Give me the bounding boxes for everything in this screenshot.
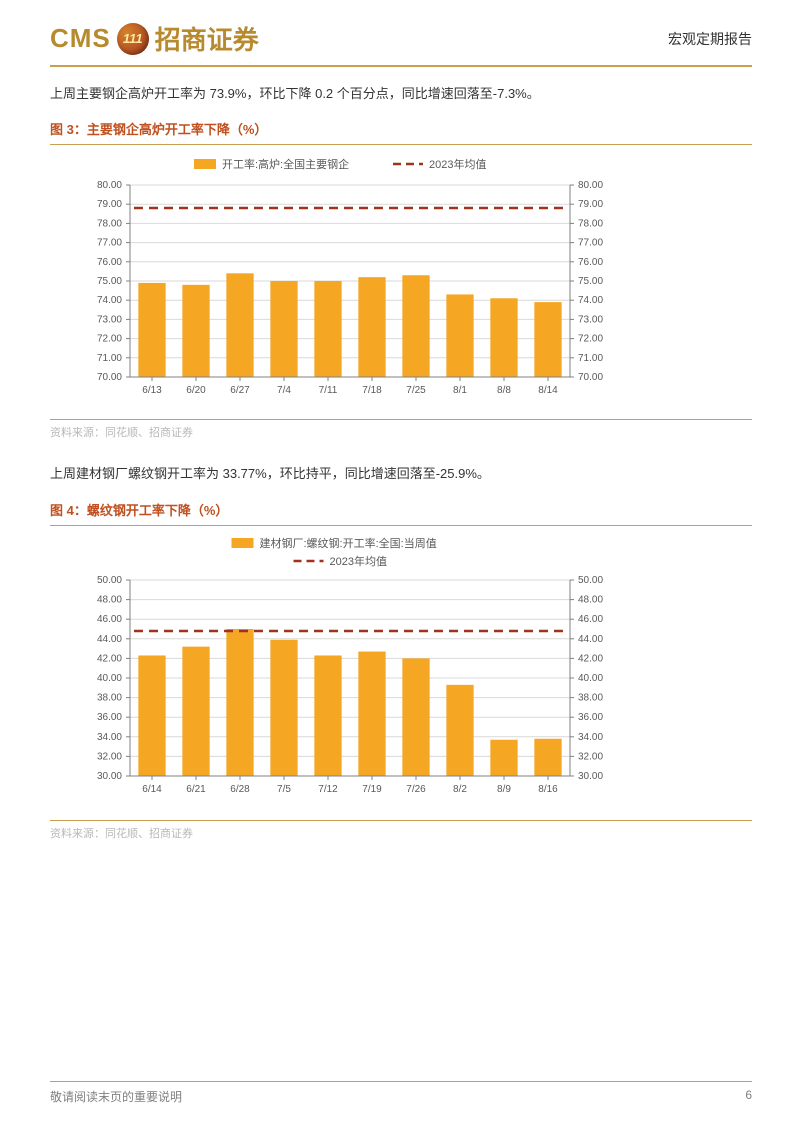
svg-text:30.00: 30.00 bbox=[97, 771, 122, 782]
svg-text:76.00: 76.00 bbox=[97, 257, 122, 268]
report-type: 宏观定期报告 bbox=[668, 29, 752, 49]
footer-divider bbox=[50, 1081, 752, 1082]
svg-text:78.00: 78.00 bbox=[578, 219, 603, 230]
svg-text:7/12: 7/12 bbox=[318, 784, 338, 795]
svg-text:80.00: 80.00 bbox=[97, 180, 122, 191]
svg-text:42.00: 42.00 bbox=[97, 653, 122, 664]
svg-text:6/27: 6/27 bbox=[230, 385, 250, 396]
svg-text:32.00: 32.00 bbox=[578, 751, 603, 762]
svg-text:36.00: 36.00 bbox=[578, 712, 603, 723]
svg-text:7/26: 7/26 bbox=[406, 784, 426, 795]
svg-text:75.00: 75.00 bbox=[97, 276, 122, 287]
svg-text:6/14: 6/14 bbox=[142, 784, 162, 795]
svg-text:80.00: 80.00 bbox=[578, 180, 603, 191]
svg-text:79.00: 79.00 bbox=[578, 200, 603, 211]
svg-text:79.00: 79.00 bbox=[97, 200, 122, 211]
svg-text:71.00: 71.00 bbox=[97, 353, 122, 364]
svg-text:7/19: 7/19 bbox=[362, 784, 382, 795]
svg-text:42.00: 42.00 bbox=[578, 653, 603, 664]
footer-disclaimer: 敬请阅读末页的重要说明 bbox=[50, 1088, 182, 1105]
svg-text:74.00: 74.00 bbox=[97, 296, 122, 307]
svg-text:72.00: 72.00 bbox=[578, 334, 603, 345]
svg-text:38.00: 38.00 bbox=[578, 692, 603, 703]
svg-text:50.00: 50.00 bbox=[97, 575, 122, 586]
svg-text:44.00: 44.00 bbox=[578, 634, 603, 645]
svg-text:73.00: 73.00 bbox=[97, 315, 122, 326]
svg-text:72.00: 72.00 bbox=[97, 334, 122, 345]
svg-text:77.00: 77.00 bbox=[578, 238, 603, 249]
figure-4-source: 资料来源：同花顺、招商证券 bbox=[50, 825, 752, 841]
paragraph-1: 上周主要钢企高炉开工率为 73.9%，环比下降 0.2 个百分点，同比增速回落至… bbox=[50, 82, 752, 105]
logo-cn-text: 招商证券 bbox=[155, 20, 259, 57]
chart-4-svg: 30.00 30.00 32.00 32.00 34.00 34.00 36.00 36.00… bbox=[70, 534, 630, 814]
svg-text:40.00: 40.00 bbox=[97, 673, 122, 684]
svg-text:40.00: 40.00 bbox=[578, 673, 603, 684]
svg-text:48.00: 48.00 bbox=[578, 594, 603, 605]
svg-text:32.00: 32.00 bbox=[97, 751, 122, 762]
svg-text:6/13: 6/13 bbox=[142, 385, 162, 396]
logo-block: CMS 111 招商证券 bbox=[50, 20, 259, 57]
svg-text:6/21: 6/21 bbox=[186, 784, 206, 795]
figure-3-top-rule bbox=[50, 144, 752, 145]
svg-text:34.00: 34.00 bbox=[578, 732, 603, 743]
svg-text:44.00: 44.00 bbox=[97, 634, 122, 645]
svg-text:8/1: 8/1 bbox=[453, 385, 467, 396]
logo-icon: 111 bbox=[117, 23, 149, 55]
svg-text:建材钢厂:螺纹钢:开工率:全国:当周值: 建材钢厂:螺纹钢:开工率:全国:当周值 bbox=[260, 536, 437, 550]
svg-text:7/11: 7/11 bbox=[319, 385, 338, 396]
logo-cms-text: CMS bbox=[50, 23, 111, 54]
figure-3-title: 图 3：主要钢企高炉开工率下降（%） bbox=[50, 119, 752, 138]
svg-text:71.00: 71.00 bbox=[578, 353, 603, 364]
svg-text:74.00: 74.00 bbox=[578, 296, 603, 307]
svg-text:8/16: 8/16 bbox=[538, 784, 558, 795]
svg-text:2023年均值: 2023年均值 bbox=[330, 554, 387, 568]
svg-text:46.00: 46.00 bbox=[97, 614, 122, 625]
svg-text:8/2: 8/2 bbox=[453, 784, 467, 795]
svg-text:8/9: 8/9 bbox=[497, 784, 511, 795]
svg-text:75.00: 75.00 bbox=[578, 276, 603, 287]
svg-text:70.00: 70.00 bbox=[578, 372, 603, 383]
svg-text:50.00: 50.00 bbox=[578, 575, 603, 586]
svg-text:2023年均值: 2023年均值 bbox=[429, 157, 486, 171]
figure-4-title: 图 4：螺纹钢开工率下降（%） bbox=[50, 500, 752, 519]
svg-text:34.00: 34.00 bbox=[97, 732, 122, 743]
figure-4-chart: 30.00 30.00 32.00 32.00 34.00 34.00 36.00 36.00… bbox=[70, 534, 630, 814]
page-number: 6 bbox=[745, 1088, 752, 1105]
svg-text:38.00: 38.00 bbox=[97, 692, 122, 703]
paragraph-2: 上周建材钢厂螺纹钢开工率为 33.77%，环比持平，同比增速回落至-25.9%。 bbox=[50, 462, 752, 485]
figure-3-chart: 70.00 70.00 71.00 71.00 72.00 72.00 73.00 73.00… bbox=[70, 153, 630, 413]
svg-text:6/28: 6/28 bbox=[230, 784, 250, 795]
svg-text:78.00: 78.00 bbox=[97, 219, 122, 230]
svg-text:46.00: 46.00 bbox=[578, 614, 603, 625]
page-header: CMS 111 招商证券 宏观定期报告 bbox=[0, 0, 802, 65]
figure-3-source: 资料来源：同花顺、招商证券 bbox=[50, 424, 752, 440]
svg-text:8/14: 8/14 bbox=[538, 385, 558, 396]
svg-text:6/20: 6/20 bbox=[186, 385, 206, 396]
figure-4-bottom-rule bbox=[50, 820, 752, 821]
svg-text:7/5: 7/5 bbox=[277, 784, 291, 795]
svg-text:开工率:高炉:全国主要钢企: 开工率:高炉:全国主要钢企 bbox=[222, 157, 349, 171]
svg-text:36.00: 36.00 bbox=[97, 712, 122, 723]
figure-4-top-rule bbox=[50, 525, 752, 526]
content-area: 上周主要钢企高炉开工率为 73.9%，环比下降 0.2 个百分点，同比增速回落至… bbox=[0, 67, 802, 841]
svg-text:77.00: 77.00 bbox=[97, 238, 122, 249]
page-footer: 敬请阅读末页的重要说明 6 bbox=[50, 1081, 752, 1105]
svg-text:70.00: 70.00 bbox=[97, 372, 122, 383]
chart-3-svg: 70.00 70.00 71.00 71.00 72.00 72.00 73.00 73.00… bbox=[70, 153, 630, 413]
svg-text:76.00: 76.00 bbox=[578, 257, 603, 268]
svg-text:7/4: 7/4 bbox=[277, 385, 291, 396]
svg-text:7/18: 7/18 bbox=[362, 385, 382, 396]
figure-3-bottom-rule bbox=[50, 419, 752, 420]
svg-text:7/25: 7/25 bbox=[406, 385, 426, 396]
svg-text:48.00: 48.00 bbox=[97, 594, 122, 605]
svg-text:8/8: 8/8 bbox=[497, 385, 511, 396]
svg-text:30.00: 30.00 bbox=[578, 771, 603, 782]
svg-text:73.00: 73.00 bbox=[578, 315, 603, 326]
